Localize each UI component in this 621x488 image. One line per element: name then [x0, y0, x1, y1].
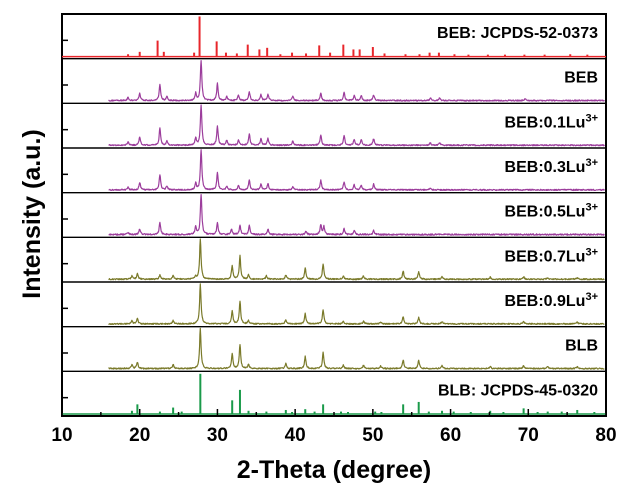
trace-labels: BEB: JCPDS-52-0373 BEB BEB:0.1Lu3+ BEB:0.3L… — [437, 25, 598, 399]
xrd-trace — [108, 59, 605, 102]
x-axis-ticks — [61, 409, 607, 416]
x-tick-label: 60 — [440, 425, 461, 446]
xrd-trace — [108, 104, 605, 147]
xrd-trace — [108, 149, 605, 192]
series-1 — [108, 59, 605, 102]
series-2 — [108, 104, 605, 147]
trace-label: BEB: JCPDS-52-0373 — [437, 25, 598, 42]
x-tick-label: 20 — [129, 425, 150, 446]
y-axis-title: Intensity (a.u.) — [18, 129, 46, 298]
trace-label: BEB — [564, 70, 598, 87]
pattern-panels — [62, 16, 606, 415]
series-6 — [108, 283, 605, 326]
x-tick-label: 50 — [362, 425, 383, 446]
trace-label: BEB:0.3Lu3+ — [505, 157, 598, 176]
x-axis-title: 2-Theta (degree) — [237, 456, 431, 484]
trace-label: BEB:0.1Lu3+ — [505, 112, 598, 131]
trace-label: BEB:0.9Lu3+ — [505, 291, 598, 310]
x-axis-tick-labels: 10 20 30 40 50 60 70 80 — [51, 425, 616, 446]
x-tick-label: 10 — [51, 425, 72, 446]
x-tick-label: 30 — [207, 425, 228, 446]
series-3 — [108, 149, 605, 192]
trace-label: BLB: JCPDS-45-0320 — [438, 382, 598, 399]
trace-label: BLB — [565, 338, 598, 355]
series-5 — [108, 238, 605, 281]
trace-label: BEB:0.5Lu3+ — [505, 202, 598, 221]
xrd-trace — [108, 283, 605, 326]
x-tick-label: 40 — [285, 425, 306, 446]
x-tick-label: 80 — [595, 425, 616, 446]
series-4 — [108, 194, 605, 236]
xrd-trace — [108, 327, 605, 370]
x-tick-label: 70 — [518, 425, 539, 446]
trace-label: BEB:0.7Lu3+ — [505, 246, 598, 265]
xrd-trace — [108, 238, 605, 281]
y-axis-ticks — [62, 39, 68, 399]
xrd-trace — [108, 194, 605, 236]
series-7 — [108, 327, 605, 370]
series-0 — [62, 16, 606, 58]
